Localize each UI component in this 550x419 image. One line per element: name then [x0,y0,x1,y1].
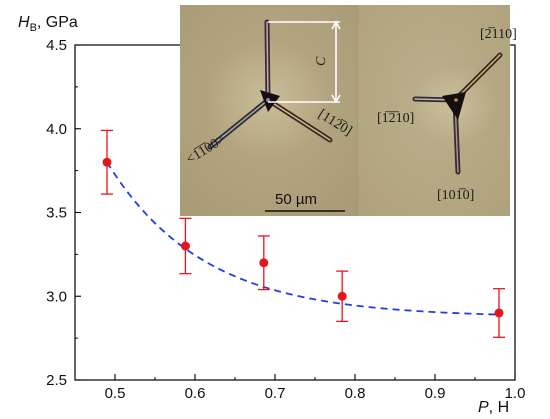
fit-curve [106,161,500,316]
inset-left-panel: C <1̅1̅00> [112̅0] 50 µm [180,5,358,216]
x-tick-label: 0.6 [185,385,206,402]
y-tick-label: 4.5 [46,37,67,54]
direction-label-left-right-panel: [1̅2̅10] [377,111,414,126]
y-axis-title: HB, GPa [18,14,78,34]
data-point [179,217,192,275]
x-tick-label: 0.5 [105,385,126,402]
data-point [257,235,270,291]
data-marker [337,291,347,301]
inset-right-panel: [2̅110] [1̅2̅10] [101̅0] [358,5,517,216]
dimension-label: C [314,56,329,66]
x-tick-label: 0.8 [345,385,366,402]
indent-mark-left [207,19,333,150]
data-point [101,129,113,195]
y-axis-subscript: B [30,22,37,34]
data-marker [102,157,112,167]
y-tick-label: 3.5 [46,205,67,222]
y-tick-label: 3.0 [46,288,67,305]
y-axis-symbol: H [18,14,30,31]
x-tick-label: 0.7 [265,385,286,402]
data-series [101,129,505,338]
data-point [493,288,505,338]
x-axis-symbol: P [478,399,489,416]
data-marker [259,258,269,268]
direction-label-bottom: [101̅0] [437,188,474,203]
x-tick-label: 0.9 [425,385,446,402]
dimension-marker [268,20,341,104]
x-tick-label: 1.0 [505,385,526,402]
x-axis-unit: , H [489,399,509,416]
y-tick-label: 4.0 [46,121,67,138]
x-axis-title: P, H [478,399,509,416]
data-point [336,270,349,323]
x-axis-ticks: 0.5 0.6 0.7 0.8 0.9 1.0 [74,374,526,402]
indent-mark-right [412,52,503,175]
y-axis-unit: , GPa [37,14,78,31]
data-marker [494,308,504,318]
scale-bar-label: 50 µm [275,191,317,208]
inset-micrograph: C <1̅1̅00> [112̅0] 50 µm [2̅110] [1̅2̅ [180,5,517,216]
y-tick-label: 2.5 [46,372,67,389]
data-marker [180,241,190,251]
direction-label-top: [2̅110] [480,27,517,42]
y-axis-ticks: 2.5 3.0 3.5 4.0 4.5 [46,37,81,389]
